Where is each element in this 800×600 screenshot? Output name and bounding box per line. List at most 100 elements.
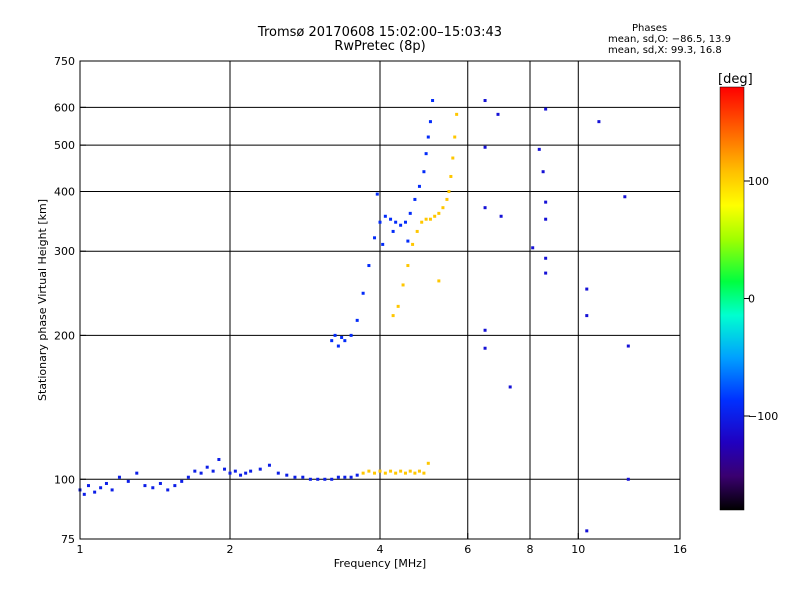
data-point (417, 469, 421, 473)
data-point (396, 304, 400, 308)
data-point (244, 471, 248, 475)
data-point (585, 314, 589, 318)
data-point (437, 279, 441, 283)
data-point (413, 197, 417, 201)
data-point (626, 477, 630, 481)
data-point (394, 471, 398, 475)
data-point (316, 477, 320, 481)
data-point (104, 481, 108, 485)
colorbar-tick-label: 100 (748, 175, 769, 188)
data-point (233, 469, 237, 473)
data-point (82, 492, 86, 496)
data-point (483, 328, 487, 332)
data-point (626, 344, 630, 348)
x-tick-label: 2 (227, 543, 234, 556)
data-point (508, 385, 512, 389)
data-point (401, 283, 405, 287)
data-point (293, 475, 297, 479)
data-point (451, 156, 455, 160)
data-point (378, 469, 382, 473)
data-point (330, 477, 334, 481)
data-point (422, 170, 426, 174)
data-point (426, 461, 430, 465)
data-point (180, 479, 184, 483)
data-point (186, 475, 190, 479)
data-point (544, 217, 548, 221)
data-point (373, 471, 377, 475)
data-point (597, 120, 601, 124)
data-point (455, 112, 459, 116)
data-point (531, 246, 535, 250)
data-point (544, 256, 548, 260)
data-point (367, 469, 371, 473)
data-point (544, 200, 548, 204)
y-tick-label: 500 (54, 139, 75, 152)
data-point (349, 333, 353, 337)
grid-lines (80, 61, 680, 539)
data-point (399, 223, 403, 227)
data-point (399, 469, 403, 473)
data-point (367, 264, 371, 268)
data-point (426, 135, 430, 139)
y-tick-label: 600 (54, 101, 75, 114)
data-point (413, 471, 417, 475)
y-tick-label: 200 (54, 329, 75, 342)
data-point (406, 239, 410, 243)
data-point (166, 488, 170, 492)
data-point (428, 120, 432, 124)
x-tick-label: 8 (527, 543, 534, 556)
data-point (333, 333, 337, 337)
y-tick-label: 100 (54, 473, 75, 486)
data-point (373, 236, 377, 240)
x-tick-label: 1 (77, 543, 84, 556)
data-point (381, 242, 385, 246)
data-point (437, 211, 441, 215)
data-point (428, 217, 432, 221)
data-point (383, 214, 387, 218)
data-point (267, 463, 271, 467)
axis-ticks: 1 2 4 6 8 10 16 75 100 200 300 400 500 600 750 (54, 55, 687, 556)
data-point (403, 471, 407, 475)
data-point (483, 206, 487, 210)
data-point (249, 469, 253, 473)
data-point (420, 220, 424, 224)
data-point (391, 229, 395, 233)
data-point (355, 318, 359, 322)
data-point (223, 467, 227, 471)
colorbar-title: [deg] (718, 72, 753, 87)
data-point (424, 217, 428, 221)
data-point (336, 344, 340, 348)
data-point (361, 291, 365, 295)
phases-o-mode: mean, sd,O: −86.5, 13.9 (608, 34, 731, 45)
x-tick-label: 10 (571, 543, 585, 556)
data-point (143, 484, 147, 488)
data-point (336, 475, 340, 479)
data-point (258, 467, 262, 471)
colorbar-tick-label: 0 (748, 293, 755, 306)
data-point (211, 469, 215, 473)
data-point (394, 220, 398, 224)
data-point (340, 335, 344, 339)
data-point (431, 99, 435, 103)
data-point (391, 314, 395, 318)
chart-title: Tromsø 20170608 15:02:00–15:03:43 (257, 25, 503, 40)
data-point (406, 264, 410, 268)
data-point (135, 471, 139, 475)
data-point (93, 490, 97, 494)
data-point (422, 471, 426, 475)
data-point (408, 211, 412, 215)
data-point (408, 469, 412, 473)
data-point (117, 475, 121, 479)
data-point (285, 473, 289, 477)
y-tick-label: 300 (54, 245, 75, 258)
data-point (110, 488, 114, 492)
data-point (330, 339, 334, 343)
x-tick-label: 16 (673, 543, 687, 556)
data-point (361, 471, 365, 475)
y-tick-label: 400 (54, 185, 75, 198)
chart-subtitle: RwPretec (8p) (334, 39, 426, 54)
data-point (415, 229, 419, 233)
data-point (403, 220, 407, 224)
data-point (447, 189, 451, 193)
